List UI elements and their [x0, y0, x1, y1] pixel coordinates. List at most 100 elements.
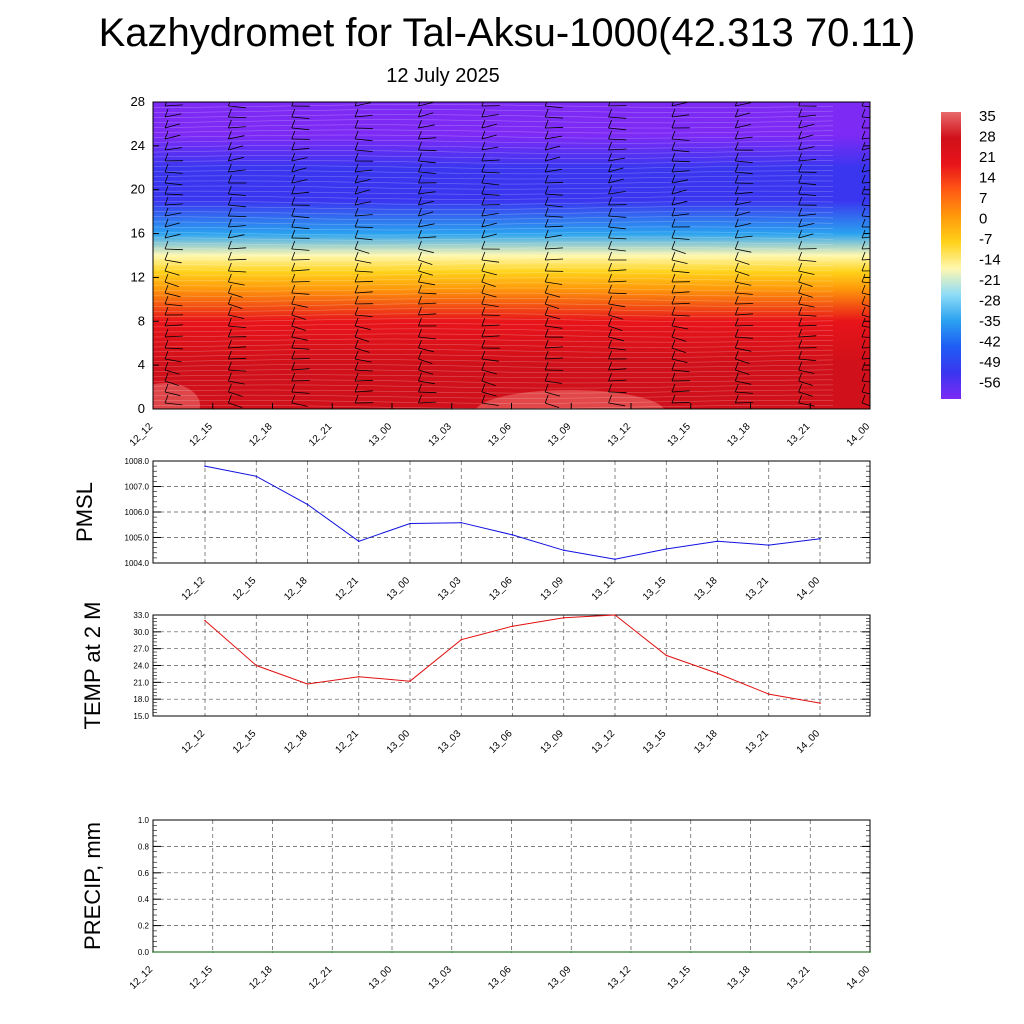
wind-barb-tick — [354, 185, 359, 195]
wind-barb — [481, 222, 498, 228]
wind-barb-tick — [798, 240, 803, 250]
wind-barb — [545, 247, 564, 250]
wind-barb-tick — [481, 207, 486, 217]
data-point — [819, 702, 821, 704]
wind-barb-tick — [544, 295, 549, 305]
xtick-label: 13_03 — [426, 964, 454, 992]
wind-barb — [418, 211, 434, 217]
colorbar-label: -28 — [979, 293, 1001, 310]
wind-barb-tick — [798, 141, 803, 151]
wind-barb-tick — [227, 218, 232, 228]
wind-barb — [798, 358, 817, 361]
wind-barb-tick — [861, 262, 866, 272]
wind-barb — [545, 292, 561, 298]
wind-barb — [418, 137, 437, 140]
data-point — [563, 549, 565, 552]
wind-barb-tick — [418, 174, 422, 184]
wind-barb-tick — [418, 383, 422, 393]
wind-barb-tick — [418, 372, 422, 382]
wind-barb — [608, 269, 627, 272]
wind-barb-tick — [164, 295, 169, 305]
wind-barb — [481, 270, 498, 276]
wind-barb — [164, 193, 183, 196]
wind-barb-tick — [164, 262, 169, 272]
wind-barb-tick — [481, 350, 486, 360]
data-point — [511, 625, 514, 627]
wind-barb — [164, 212, 182, 217]
wind-barb — [291, 314, 306, 320]
y-axis-label: PRECIP, mm — [80, 822, 105, 950]
wind-barb-tick — [671, 196, 676, 206]
wind-barb — [164, 324, 183, 327]
wind-barb-tick — [354, 317, 359, 327]
wind-barb-tick — [418, 130, 422, 140]
wind-barb-tick — [481, 130, 486, 140]
wind-barb — [481, 335, 500, 338]
colorbar: 35 28 21 14 7 0 -7 -14 -21 -28 -35 -42 -49 -56 — [941, 108, 1001, 399]
wind-barb-tick — [354, 152, 359, 162]
wind-barb-tick — [671, 218, 676, 228]
heatmap-xtick-label: 13_03 — [426, 421, 454, 449]
wind-barb-tick — [418, 284, 422, 294]
wind-barb-tick — [861, 141, 866, 151]
wind-barb-tick — [227, 141, 232, 151]
wind-barb-tick — [481, 163, 486, 173]
wind-barb-tick — [671, 328, 676, 338]
wind-barb-tick — [861, 196, 866, 206]
xtick-label: 13_21 — [743, 575, 771, 603]
wind-barb-tick — [164, 174, 169, 184]
wind-barb — [671, 237, 690, 240]
wind-barb — [671, 189, 687, 195]
contour-line — [153, 374, 834, 379]
wind-barb — [545, 314, 561, 320]
xtick-label: 12_15 — [231, 575, 259, 603]
wind-barb-tick — [544, 196, 549, 206]
wind-barb-tick — [354, 130, 359, 140]
wind-barb-tick — [861, 119, 866, 129]
wind-barb-tick — [291, 196, 296, 206]
wind-barb — [861, 193, 870, 195]
wind-barb-tick — [227, 361, 232, 371]
contour-line — [153, 124, 834, 129]
contour-line — [153, 379, 834, 384]
contour-line — [153, 318, 834, 323]
wind-barb — [355, 358, 372, 363]
wind-barb — [355, 179, 371, 184]
wind-barb-tick — [227, 119, 232, 129]
wind-barb — [418, 336, 436, 340]
wind-barb — [291, 380, 310, 382]
wind-barb — [545, 181, 564, 184]
wind-barb-tick — [291, 383, 296, 393]
wind-barb — [608, 303, 626, 308]
wind-barb — [418, 149, 437, 152]
wind-barb-tick — [354, 328, 359, 338]
contour-line — [153, 180, 834, 185]
wind-barb — [861, 380, 870, 383]
wind-barb — [545, 204, 563, 208]
wind-barb — [861, 336, 870, 338]
wind-barb-tick — [227, 295, 232, 305]
wind-barb — [798, 303, 815, 308]
wind-barb-tick — [354, 229, 359, 239]
data-point — [614, 614, 616, 616]
wind-barb-tick — [798, 130, 803, 140]
contour-line — [153, 206, 834, 210]
xtick-label: 12_18 — [282, 575, 310, 603]
wind-barb — [418, 248, 434, 254]
wind-barb-tick — [354, 251, 359, 261]
contour-line — [153, 272, 834, 277]
wind-barb-tick — [671, 141, 676, 151]
wind-barb-tick — [291, 119, 296, 129]
wind-barb-tick — [544, 273, 549, 283]
wind-barb-tick — [544, 372, 549, 382]
wind-barb-tick — [798, 350, 803, 360]
wind-barb-tick — [481, 251, 486, 261]
wind-barb-tick — [291, 339, 296, 349]
wind-barb-tick — [481, 317, 486, 327]
wind-barb — [418, 124, 435, 129]
wind-barb — [798, 402, 815, 407]
wind-barb — [735, 136, 753, 140]
wind-barb-tick — [227, 317, 232, 327]
data-point — [255, 664, 258, 667]
xtick-label: 13_12 — [590, 728, 618, 756]
